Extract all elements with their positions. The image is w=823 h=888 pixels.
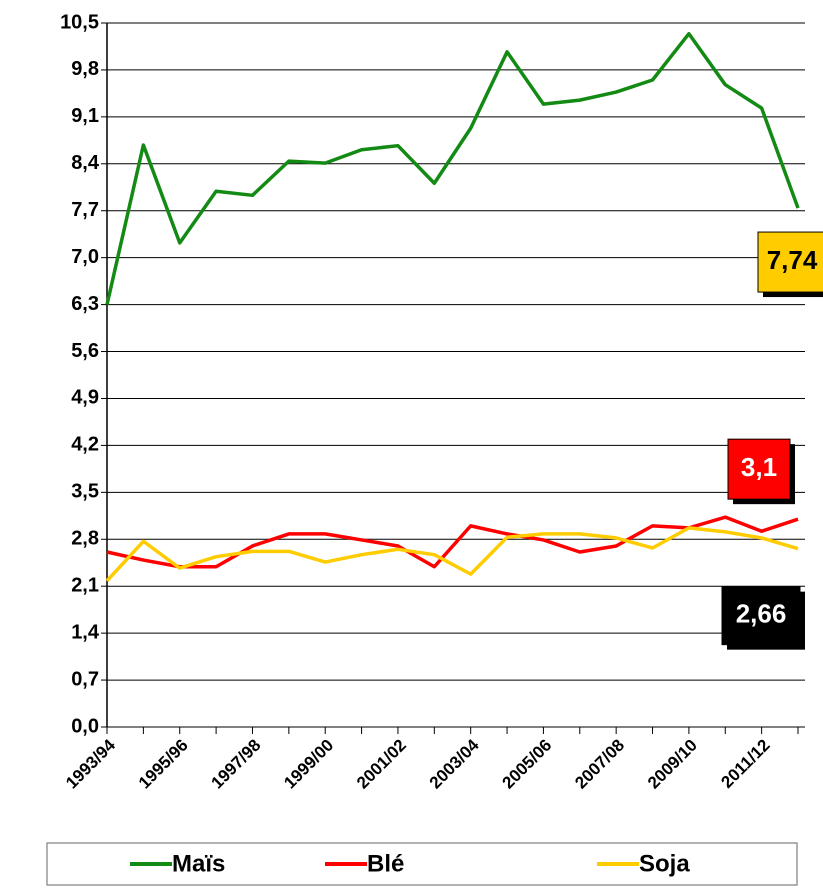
y-tick-label: 1,4	[71, 621, 100, 643]
y-tick-label: 8,4	[71, 152, 100, 174]
series-line	[105, 31, 800, 305]
y-tick-label: 2,8	[71, 528, 99, 550]
y-tick-label: 0,7	[71, 668, 99, 690]
legend-label: Maïs	[172, 850, 225, 877]
x-tick-label: 2011/12	[717, 736, 773, 792]
x-tick-label: 2009/10	[644, 736, 701, 793]
x-tick-label: 1995/96	[135, 736, 192, 793]
data-label: 7,74	[767, 245, 818, 275]
x-tick-label: 1997/98	[208, 736, 265, 793]
legend-label: Blé	[367, 850, 404, 877]
label-box	[721, 586, 801, 646]
data-label: 3,1	[741, 452, 777, 482]
series-line	[105, 526, 799, 583]
y-tick-label: 10,5	[60, 11, 99, 33]
y-tick-label: 3,5	[71, 481, 99, 503]
y-tick-label: 4,9	[71, 387, 99, 409]
y-tick-label: 9,8	[71, 58, 99, 80]
label-box	[727, 438, 791, 500]
y-tick-label: 7,0	[71, 246, 99, 268]
data-label: 2,66	[736, 599, 787, 629]
x-tick-label: 2007/08	[571, 736, 628, 793]
series-line	[106, 515, 799, 569]
y-tick-label: 2,1	[71, 574, 99, 596]
y-tick-label: 7,7	[71, 199, 99, 221]
x-tick-label: 1993/94	[62, 735, 119, 792]
y-tick-label: 9,1	[71, 105, 99, 127]
legend-label: Soja	[639, 850, 690, 877]
label-box	[757, 231, 823, 293]
x-tick-label: 1999/00	[280, 736, 337, 793]
y-tick-label: 6,3	[71, 293, 99, 315]
x-tick-label: 2001/02	[353, 736, 410, 793]
y-tick-label: 5,6	[71, 340, 99, 362]
x-tick-label: 2005/06	[499, 736, 556, 793]
x-tick-label: 2003/04	[426, 735, 483, 792]
y-tick-label: 0,0	[71, 715, 99, 737]
y-tick-label: 4,2	[71, 434, 99, 456]
